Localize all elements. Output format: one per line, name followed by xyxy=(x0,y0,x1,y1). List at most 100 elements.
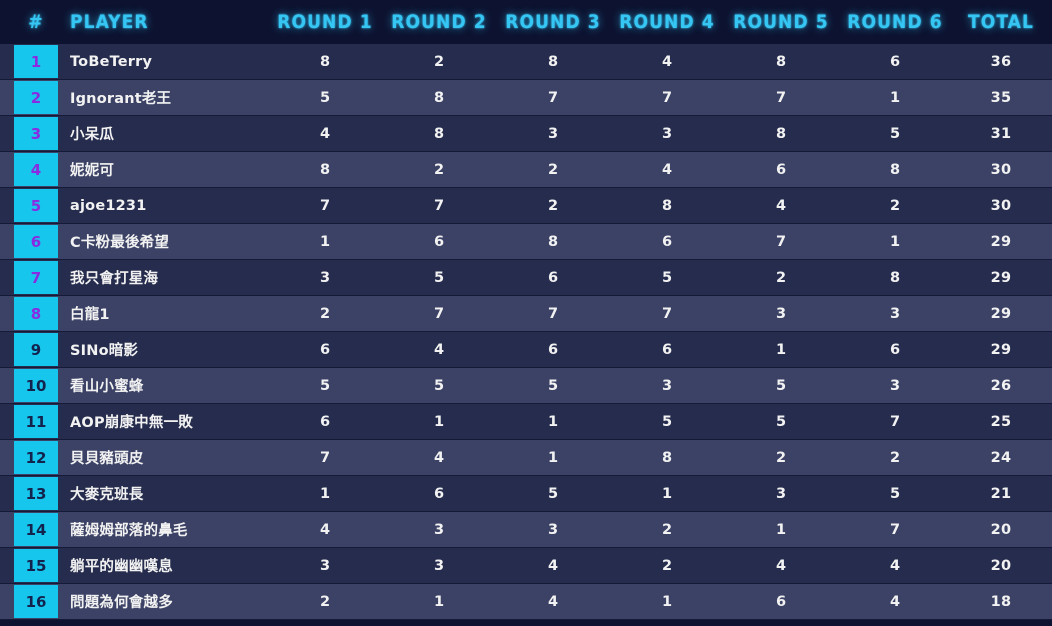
table-row[interactable]: 14 薩姆姆部落的鼻毛 4 3 3 2 1 7 20 xyxy=(0,512,1052,548)
round-2-score: 4 xyxy=(433,341,445,358)
player-name[interactable]: SINo暗影 xyxy=(70,343,139,359)
table-row[interactable]: 2 Ignorant老王 5 8 7 7 7 1 35 xyxy=(0,80,1052,116)
player-name[interactable]: 我只會打星海 xyxy=(70,271,159,287)
player-name[interactable]: C卡粉最後希望 xyxy=(70,235,170,251)
column-header-round-4[interactable]: ROUND 4 xyxy=(619,11,715,33)
round-5-score: 5 xyxy=(775,377,787,394)
round-4-score: 1 xyxy=(661,485,673,502)
rank-badge: 2 xyxy=(14,81,58,114)
table-row[interactable]: 7 我只會打星海 3 5 6 5 2 8 29 xyxy=(0,260,1052,296)
round-1-score: 1 xyxy=(319,233,331,250)
round-5-score: 1 xyxy=(775,521,787,538)
total-score: 35 xyxy=(990,89,1012,106)
round-1-score: 1 xyxy=(319,485,331,502)
round-4-score: 8 xyxy=(661,197,673,214)
rank-badge: 4 xyxy=(14,153,58,186)
player-name[interactable]: 大麥克班長 xyxy=(70,487,144,503)
round-6-score: 8 xyxy=(889,269,901,286)
rank-badge: 14 xyxy=(14,513,58,546)
round-5-score: 3 xyxy=(775,305,787,322)
round-3-score: 1 xyxy=(547,413,559,430)
table-row[interactable]: 15 躺平的幽幽嘆息 3 3 4 2 4 4 20 xyxy=(0,548,1052,584)
leaderboard-header-row: # PLAYER ROUND 1 ROUND 2 ROUND 3 ROUND 4… xyxy=(0,0,1052,44)
column-header-rank[interactable]: # xyxy=(28,11,44,33)
player-name[interactable]: 躺平的幽幽嘆息 xyxy=(70,559,173,575)
round-5-score: 6 xyxy=(775,161,787,178)
round-6-score: 6 xyxy=(889,53,901,70)
round-3-score: 2 xyxy=(547,197,559,214)
player-name[interactable]: 薩姆姆部落的鼻毛 xyxy=(70,523,188,539)
total-score: 36 xyxy=(990,53,1012,70)
table-row[interactable]: 12 貝貝豬頭皮 7 4 1 8 2 2 24 xyxy=(0,440,1052,476)
total-score: 31 xyxy=(990,125,1012,142)
player-name[interactable]: 白龍1 xyxy=(70,307,110,323)
table-row[interactable]: 10 看山小蜜蜂 5 5 5 3 5 3 26 xyxy=(0,368,1052,404)
table-row[interactable]: 4 妮妮可 8 2 2 4 6 8 30 xyxy=(0,152,1052,188)
table-row[interactable]: 6 C卡粉最後希望 1 6 8 6 7 1 29 xyxy=(0,224,1052,260)
player-name[interactable]: ajoe1231 xyxy=(70,197,147,214)
round-6-score: 4 xyxy=(889,593,901,610)
round-5-score: 7 xyxy=(775,233,787,250)
round-6-score: 7 xyxy=(889,413,901,430)
round-5-score: 8 xyxy=(775,53,787,70)
total-score: 20 xyxy=(990,521,1012,538)
player-name[interactable]: 貝貝豬頭皮 xyxy=(70,451,144,467)
column-header-total[interactable]: TOTAL xyxy=(968,11,1034,33)
player-name[interactable]: ToBeTerry xyxy=(70,53,153,70)
rank-badge: 1 xyxy=(14,45,58,78)
total-score: 18 xyxy=(990,593,1012,610)
round-1-score: 2 xyxy=(319,593,331,610)
player-name[interactable]: AOP崩康中無一敗 xyxy=(70,415,193,431)
table-row[interactable]: 1 ToBeTerry 8 2 8 4 8 6 36 xyxy=(0,44,1052,80)
table-row[interactable]: 16 問題為何會越多 2 1 4 1 6 4 18 xyxy=(0,584,1052,620)
player-name[interactable]: 小呆瓜 xyxy=(70,127,115,143)
column-header-round-1[interactable]: ROUND 1 xyxy=(277,11,373,33)
round-6-score: 5 xyxy=(889,485,901,502)
round-3-score: 5 xyxy=(547,485,559,502)
column-header-round-5[interactable]: ROUND 5 xyxy=(733,11,829,33)
round-1-score: 5 xyxy=(319,89,331,106)
round-6-score: 8 xyxy=(889,161,901,178)
total-score: 26 xyxy=(990,377,1012,394)
round-5-score: 7 xyxy=(775,89,787,106)
round-5-score: 3 xyxy=(775,485,787,502)
table-row[interactable]: 5 ajoe1231 7 7 2 8 4 2 30 xyxy=(0,188,1052,224)
round-4-score: 2 xyxy=(661,557,673,574)
leaderboard-body: 1 ToBeTerry 8 2 8 4 8 6 36 2 Ignorant老王 5 8 7 7 7 1 35 3 小呆… xyxy=(0,44,1052,620)
table-row[interactable]: 8 白龍1 2 7 7 7 3 3 29 xyxy=(0,296,1052,332)
column-header-round-6[interactable]: ROUND 6 xyxy=(847,11,943,33)
round-3-score: 6 xyxy=(547,269,559,286)
column-header-round-2[interactable]: ROUND 2 xyxy=(391,11,487,33)
round-3-score: 3 xyxy=(547,521,559,538)
player-name[interactable]: Ignorant老王 xyxy=(70,91,172,107)
round-2-score: 8 xyxy=(433,125,445,142)
table-row[interactable]: 9 SINo暗影 6 4 6 6 1 6 29 xyxy=(0,332,1052,368)
round-6-score: 5 xyxy=(889,125,901,142)
round-2-score: 3 xyxy=(433,521,445,538)
round-3-score: 7 xyxy=(547,89,559,106)
round-1-score: 2 xyxy=(319,305,331,322)
round-6-score: 3 xyxy=(889,377,901,394)
player-name[interactable]: 看山小蜜蜂 xyxy=(70,379,144,395)
table-row[interactable]: 3 小呆瓜 4 8 3 3 8 5 31 xyxy=(0,116,1052,152)
round-3-score: 3 xyxy=(547,125,559,142)
round-5-score: 2 xyxy=(775,449,787,466)
round-6-score: 6 xyxy=(889,341,901,358)
total-score: 29 xyxy=(990,305,1012,322)
rank-badge: 7 xyxy=(14,261,58,294)
player-name[interactable]: 問題為何會越多 xyxy=(70,595,173,611)
round-1-score: 7 xyxy=(319,449,331,466)
round-4-score: 7 xyxy=(661,305,673,322)
round-2-score: 8 xyxy=(433,89,445,106)
rank-badge: 11 xyxy=(14,405,58,438)
round-6-score: 1 xyxy=(889,89,901,106)
round-1-score: 8 xyxy=(319,161,331,178)
total-score: 29 xyxy=(990,269,1012,286)
table-row[interactable]: 13 大麥克班長 1 6 5 1 3 5 21 xyxy=(0,476,1052,512)
player-name[interactable]: 妮妮可 xyxy=(70,163,115,179)
column-header-player[interactable]: PLAYER xyxy=(70,11,149,33)
table-row[interactable]: 11 AOP崩康中無一敗 6 1 1 5 5 7 25 xyxy=(0,404,1052,440)
rank-badge: 9 xyxy=(14,333,58,366)
column-header-round-3[interactable]: ROUND 3 xyxy=(505,11,601,33)
